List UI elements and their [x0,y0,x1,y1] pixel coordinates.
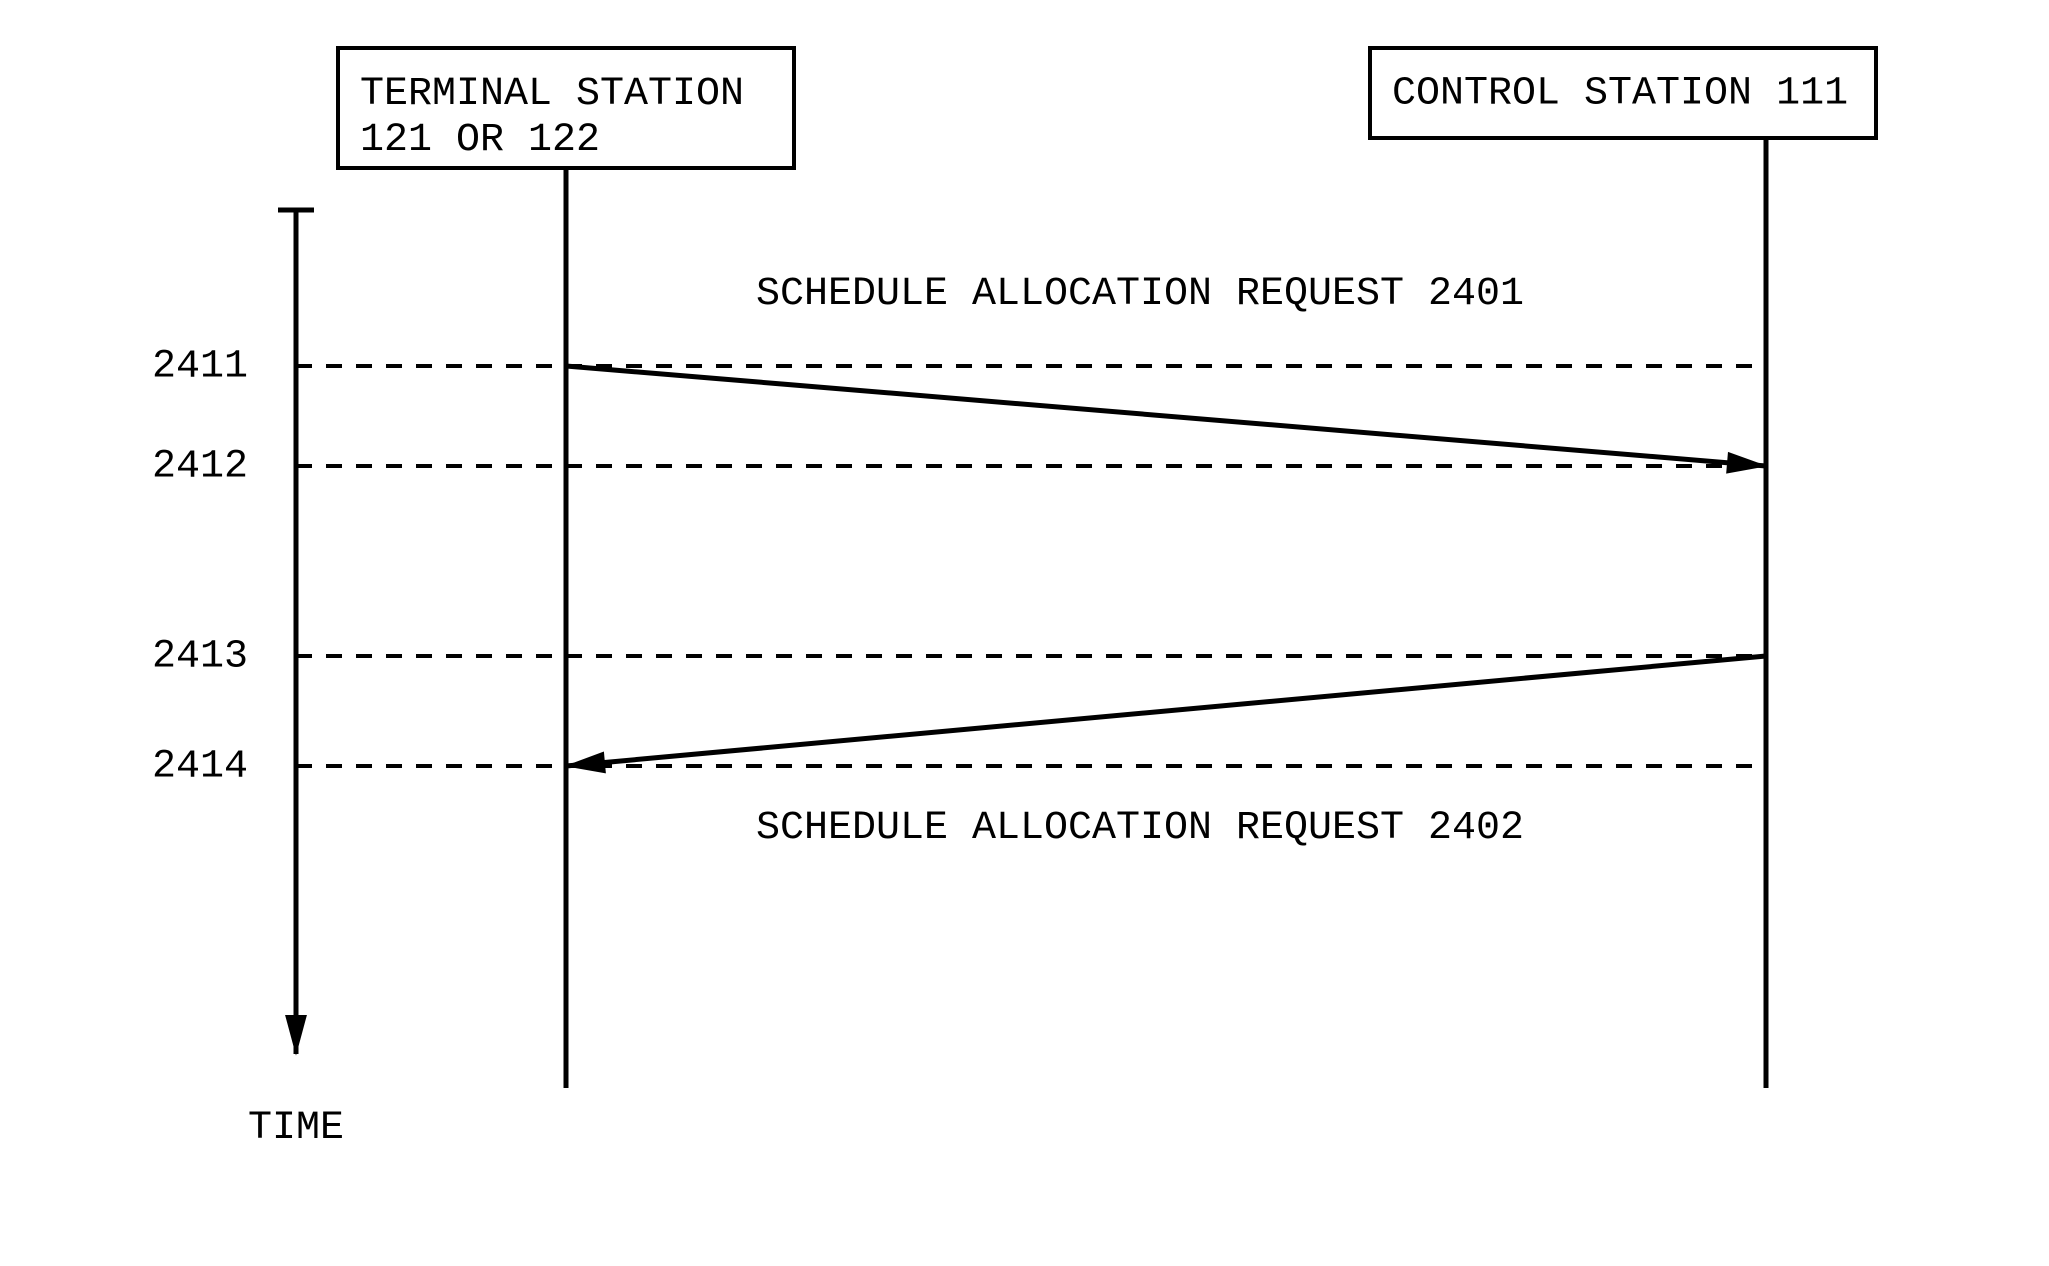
message-arrow-m2402 [566,656,1766,766]
event-label-2414: 2414 [152,745,248,790]
event-label-2413: 2413 [152,635,248,680]
event-label-2411: 2411 [152,345,248,390]
message-label-m2402: SCHEDULE ALLOCATION REQUEST 2402 [756,806,1524,851]
message-label-m2401: SCHEDULE ALLOCATION REQUEST 2401 [756,272,1524,317]
message-arrow-m2401 [566,366,1766,466]
terminal-station-label-2: 121 OR 122 [360,118,600,163]
event-label-2412: 2412 [152,445,248,490]
time-axis-label: TIME [248,1106,344,1151]
control-station-label: CONTROL STATION 111 [1392,72,1848,117]
terminal-station-label-1: TERMINAL STATION [360,72,744,117]
